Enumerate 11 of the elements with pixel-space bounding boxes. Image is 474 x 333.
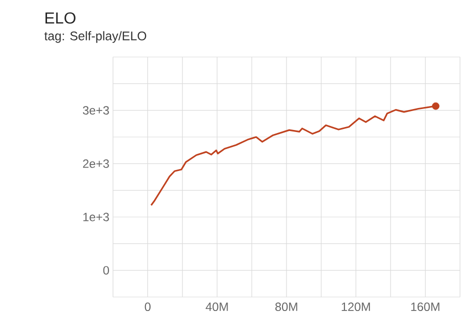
- y-tick-label: 0: [103, 266, 110, 275]
- x-tick-label: 160M: [411, 302, 440, 312]
- chart-title: ELO: [46, 12, 76, 24]
- y-tick-label: 1e+3: [83, 212, 109, 222]
- x-tick-label: 120M: [342, 302, 370, 312]
- x-tick-label: 0: [144, 302, 151, 312]
- y-tick-label: 3e+3: [82, 106, 109, 115]
- chart-subtitle: tag: Self-play/ELO: [44, 31, 146, 43]
- x-tick-label: 40M: [206, 302, 228, 312]
- y-tick-label: 2e+3: [83, 159, 109, 168]
- x-tick-label: 80M: [275, 302, 298, 312]
